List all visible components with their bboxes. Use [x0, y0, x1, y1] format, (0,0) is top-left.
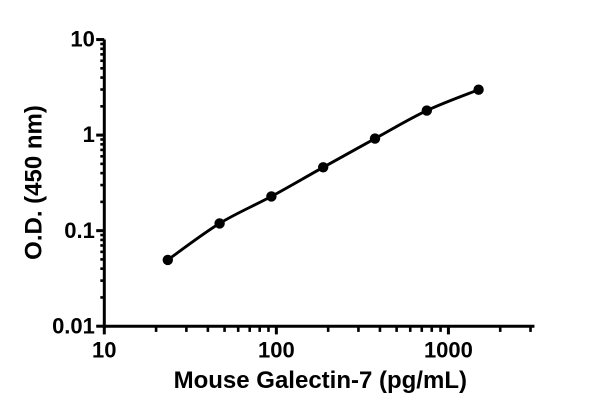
svg-text:0.1: 0.1: [64, 218, 95, 243]
svg-text:Mouse Galectin-7 (pg/mL): Mouse Galectin-7 (pg/mL): [174, 367, 467, 394]
svg-text:10: 10: [70, 27, 94, 52]
svg-text:10: 10: [92, 338, 116, 363]
svg-text:1000: 1000: [424, 338, 473, 363]
svg-text:0.01: 0.01: [52, 313, 95, 338]
svg-text:O.D. (450 nm): O.D. (450 nm): [20, 105, 47, 260]
svg-text:100: 100: [258, 338, 295, 363]
svg-text:1: 1: [83, 122, 95, 147]
